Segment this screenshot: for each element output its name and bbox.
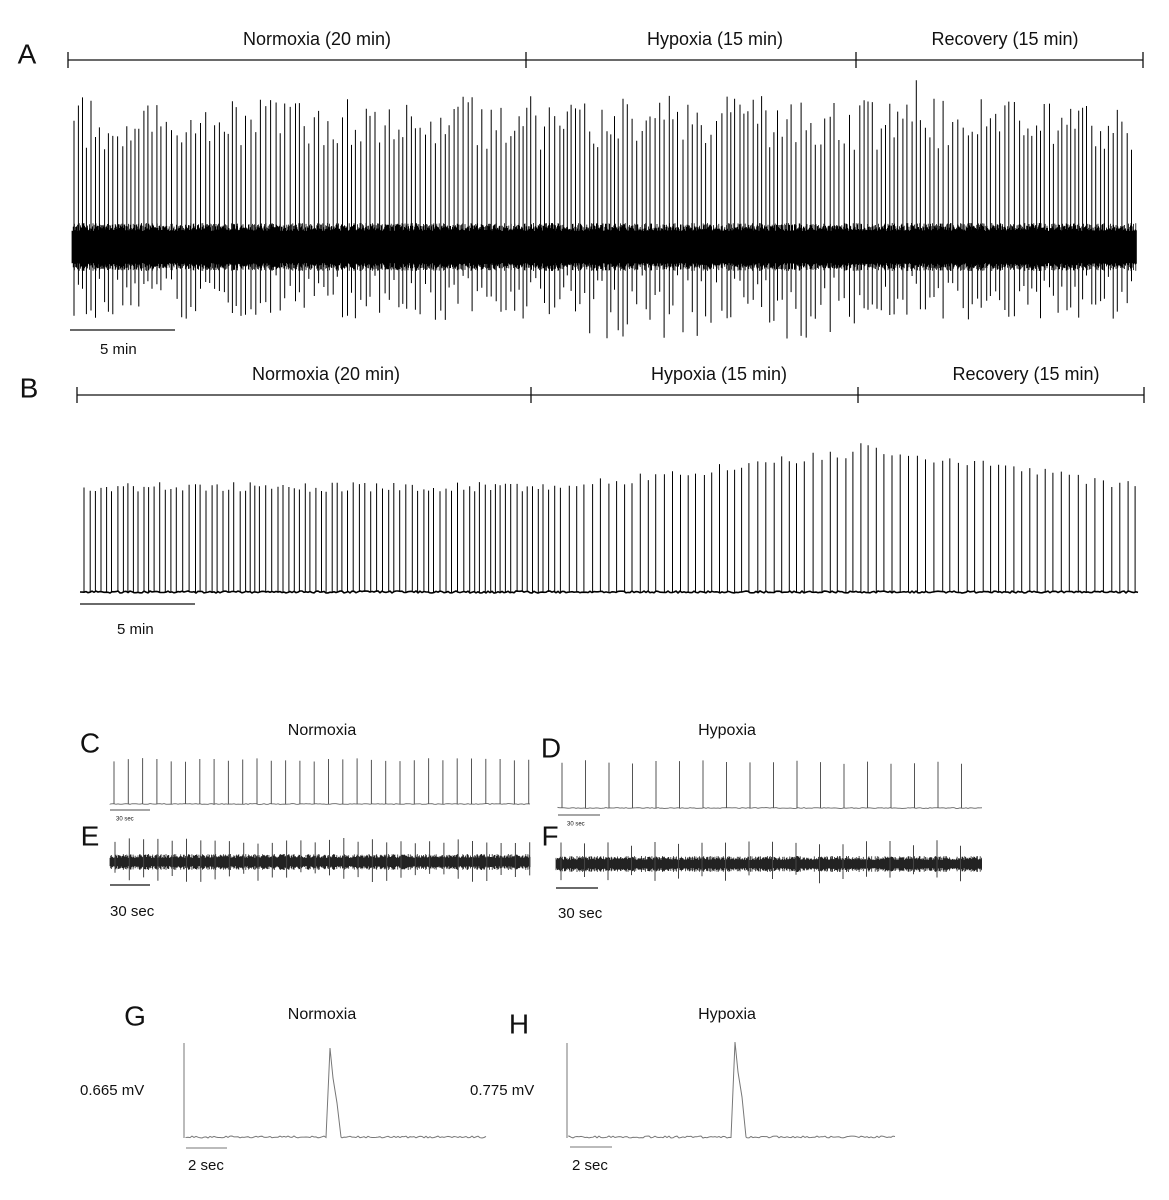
panel-h: H Hypoxia 0.775 mV 2 sec bbox=[470, 1006, 756, 1174]
trace-spikes bbox=[73, 80, 1132, 339]
segment-label: Hypoxia (15 min) bbox=[647, 29, 783, 49]
panel-label: D bbox=[541, 732, 561, 763]
scale-label: 30 sec bbox=[110, 903, 155, 920]
panel-label: F bbox=[541, 820, 558, 851]
segment-label: Hypoxia (15 min) bbox=[651, 364, 787, 384]
scale-label: 2 sec bbox=[572, 1157, 608, 1174]
panel-c: C Normoxia 30 sec bbox=[80, 722, 356, 822]
trace-baseline bbox=[79, 589, 1139, 595]
panel-label: C bbox=[80, 727, 100, 758]
trace-baseline bbox=[109, 802, 531, 806]
panel-title: Normoxia bbox=[288, 722, 357, 739]
panel-label: B bbox=[20, 372, 39, 403]
trace-baseline bbox=[557, 806, 983, 810]
panel-label: A bbox=[18, 38, 37, 69]
panel-label: G bbox=[124, 1000, 146, 1031]
panel-title: Hypoxia bbox=[698, 722, 756, 739]
amplitude-label: 0.775 mV bbox=[470, 1082, 534, 1099]
panel-label: H bbox=[509, 1008, 529, 1039]
scale-label: 5 min bbox=[100, 341, 137, 358]
scale-label: 2 sec bbox=[188, 1157, 224, 1174]
segment-label: Normoxia (20 min) bbox=[243, 29, 391, 49]
trace-band bbox=[109, 854, 531, 870]
amplitude-label: 0.665 mV bbox=[80, 1082, 144, 1099]
segment-label: Recovery (15 min) bbox=[952, 364, 1099, 384]
segment-label: Normoxia (20 min) bbox=[252, 364, 400, 384]
panel-b: B Normoxia (20 min) Hypoxia (15 min) Rec… bbox=[20, 364, 1145, 638]
trace bbox=[568, 1041, 896, 1139]
scale-label: 30 sec bbox=[567, 822, 585, 828]
panel-d: D Hypoxia 30 sec bbox=[541, 722, 756, 827]
trace bbox=[185, 1047, 487, 1139]
trace-band bbox=[71, 223, 1137, 271]
panel-a: A Normoxia (20 min) Hypoxia (15 min) Rec… bbox=[18, 29, 1144, 358]
panel-title: Hypoxia bbox=[698, 1006, 756, 1023]
trace-band bbox=[555, 856, 982, 872]
trace-spikes bbox=[114, 838, 531, 882]
scale-label: 30 sec bbox=[116, 817, 134, 823]
trace-spikes bbox=[113, 758, 530, 804]
trace-spikes bbox=[560, 840, 961, 884]
scale-label: 30 sec bbox=[558, 905, 603, 922]
scale-label: 5 min bbox=[117, 621, 154, 638]
trace-spikes bbox=[83, 443, 1136, 592]
panel-f: F 30 sec bbox=[541, 820, 602, 922]
panel-g: G Normoxia 0.665 mV 2 sec bbox=[80, 1000, 356, 1174]
panel-e: E 30 sec bbox=[81, 820, 155, 920]
segment-label: Recovery (15 min) bbox=[931, 29, 1078, 49]
panel-label: E bbox=[81, 820, 100, 851]
trace-spikes bbox=[561, 760, 962, 808]
panel-title: Normoxia bbox=[288, 1006, 357, 1023]
